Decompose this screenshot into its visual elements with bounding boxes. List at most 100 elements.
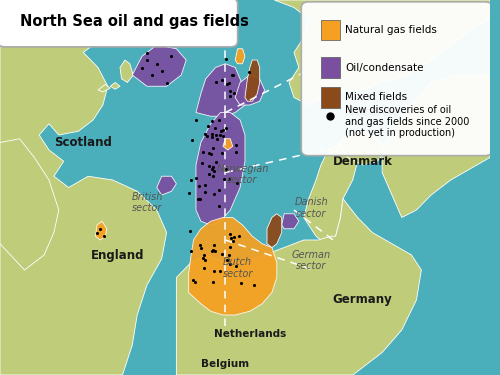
Point bbox=[213, 136, 221, 142]
Point bbox=[198, 255, 206, 261]
Point bbox=[201, 189, 209, 195]
Point bbox=[205, 150, 213, 156]
Point bbox=[168, 53, 175, 59]
Point bbox=[194, 196, 202, 202]
Point bbox=[208, 118, 216, 124]
Point bbox=[204, 123, 212, 129]
Polygon shape bbox=[0, 0, 166, 375]
FancyBboxPatch shape bbox=[0, 0, 238, 47]
Polygon shape bbox=[132, 45, 186, 86]
Point bbox=[222, 257, 230, 263]
Point bbox=[218, 76, 226, 82]
Point bbox=[208, 134, 216, 140]
Point bbox=[200, 252, 208, 258]
Point bbox=[100, 233, 108, 239]
Point bbox=[210, 168, 218, 174]
Point bbox=[196, 183, 203, 189]
Point bbox=[226, 244, 234, 250]
Point bbox=[143, 50, 151, 55]
Point bbox=[223, 81, 231, 87]
Point bbox=[218, 150, 226, 156]
Polygon shape bbox=[235, 75, 264, 105]
Polygon shape bbox=[338, 131, 387, 165]
Point bbox=[222, 56, 230, 62]
Point bbox=[226, 261, 234, 267]
Point bbox=[199, 149, 207, 155]
FancyBboxPatch shape bbox=[321, 87, 340, 108]
Point bbox=[210, 242, 218, 248]
Point bbox=[96, 226, 104, 232]
FancyBboxPatch shape bbox=[302, 2, 492, 156]
Point bbox=[225, 177, 233, 183]
Polygon shape bbox=[274, 0, 490, 105]
Point bbox=[218, 251, 226, 257]
Polygon shape bbox=[120, 60, 134, 82]
Polygon shape bbox=[245, 60, 260, 101]
Polygon shape bbox=[282, 214, 299, 229]
Point bbox=[138, 64, 146, 70]
Text: Norway: Norway bbox=[344, 106, 401, 119]
Point bbox=[192, 175, 200, 181]
Point bbox=[230, 234, 238, 240]
Point bbox=[226, 231, 234, 237]
Text: Scotland: Scotland bbox=[54, 136, 112, 149]
Point bbox=[210, 191, 218, 197]
Point bbox=[203, 133, 211, 139]
Polygon shape bbox=[157, 176, 176, 195]
Point bbox=[188, 177, 196, 183]
Point bbox=[205, 163, 213, 169]
Point bbox=[208, 145, 216, 151]
Text: Danish
sector: Danish sector bbox=[294, 197, 328, 219]
Polygon shape bbox=[235, 49, 245, 64]
Point bbox=[208, 131, 216, 137]
Point bbox=[201, 182, 209, 188]
Text: Natural gas fields: Natural gas fields bbox=[346, 25, 438, 35]
Polygon shape bbox=[98, 84, 110, 92]
Point bbox=[215, 187, 223, 193]
Text: New discoveries of oil
and gas fields since 2000
(not yet in production): New discoveries of oil and gas fields si… bbox=[346, 105, 470, 138]
Point bbox=[186, 228, 194, 234]
Polygon shape bbox=[0, 139, 59, 270]
Polygon shape bbox=[188, 217, 277, 315]
Text: Dutch
sector: Dutch sector bbox=[222, 257, 253, 279]
Point bbox=[188, 278, 196, 284]
FancyBboxPatch shape bbox=[321, 57, 340, 78]
Text: England: England bbox=[91, 249, 144, 261]
Point bbox=[200, 265, 208, 271]
Point bbox=[219, 133, 227, 139]
Point bbox=[210, 125, 218, 131]
Point bbox=[220, 176, 228, 182]
Text: Belgium: Belgium bbox=[202, 359, 250, 369]
Point bbox=[216, 117, 224, 123]
Point bbox=[192, 117, 200, 123]
Polygon shape bbox=[223, 139, 232, 150]
Polygon shape bbox=[196, 64, 245, 116]
Text: Norwegian
sector: Norwegian sector bbox=[216, 164, 268, 185]
Polygon shape bbox=[110, 82, 120, 89]
Point bbox=[226, 252, 234, 258]
Point bbox=[198, 160, 205, 166]
Point bbox=[212, 159, 220, 165]
Point bbox=[208, 166, 216, 172]
Point bbox=[228, 72, 236, 78]
Text: Oil/condensate: Oil/condensate bbox=[346, 63, 424, 72]
Point bbox=[194, 196, 202, 202]
Point bbox=[235, 232, 243, 238]
Point bbox=[205, 171, 213, 177]
Point bbox=[229, 72, 237, 78]
Point bbox=[143, 57, 151, 63]
Text: German
sector: German sector bbox=[292, 250, 331, 272]
Point bbox=[226, 88, 234, 94]
Point bbox=[153, 61, 161, 67]
Point bbox=[230, 90, 238, 96]
Polygon shape bbox=[196, 112, 245, 225]
Point bbox=[250, 282, 258, 288]
Point bbox=[186, 190, 194, 196]
Point bbox=[158, 68, 166, 74]
Point bbox=[208, 173, 216, 179]
Point bbox=[228, 234, 235, 240]
Point bbox=[188, 249, 196, 255]
Polygon shape bbox=[382, 75, 490, 217]
Point bbox=[201, 131, 209, 137]
Point bbox=[245, 69, 253, 75]
